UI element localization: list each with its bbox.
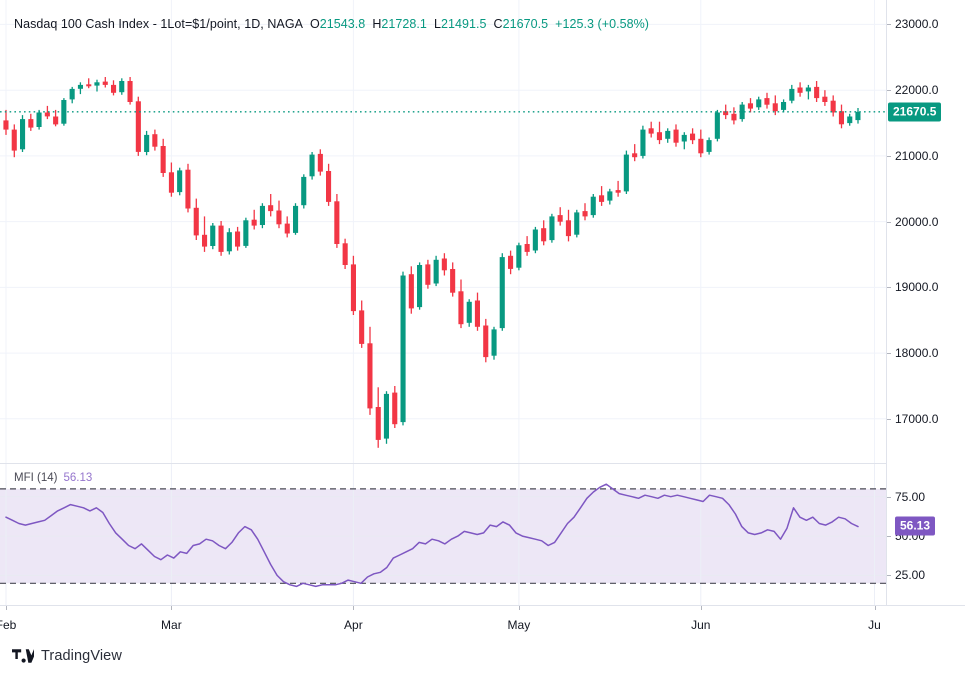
current-price-badge[interactable]: 21670.5	[888, 102, 942, 122]
mfi-axis-label: 25.00	[895, 568, 926, 583]
tradingview-wordmark: TradingView	[41, 648, 122, 664]
mfi-value-badge[interactable]: 56.13	[895, 516, 936, 536]
price-axis-label: 21000.0	[895, 148, 939, 163]
price-axis-label: 17000.0	[895, 411, 939, 426]
price-axis-tick	[887, 418, 891, 420]
symbol-title[interactable]: Nasdaq 100 Cash Index - 1Lot=$1/point, 1…	[14, 17, 303, 31]
price-axis-label: 23000.0	[895, 17, 939, 32]
mfi-series	[0, 464, 886, 605]
time-axis-tick	[518, 606, 520, 610]
chart-legend[interactable]: Nasdaq 100 Cash Index - 1Lot=$1/point, 1…	[14, 17, 649, 31]
open-value: 21543.8	[319, 17, 366, 31]
price-axis-label: 18000.0	[895, 346, 939, 361]
price-axis-tick	[887, 287, 891, 289]
time-axis-tick	[6, 606, 7, 610]
mfi-current-value: 56.13	[63, 472, 93, 484]
mfi-axis-tick	[887, 575, 891, 577]
price-axis-tick	[887, 221, 891, 223]
price-axis-tick	[887, 90, 891, 92]
mfi-legend[interactable]: MFI (14) 56.13	[14, 472, 92, 484]
high-value: 21728.1	[381, 17, 427, 31]
price-axis[interactable]: 23000.0 22000.0 21000.0 20000.0 19000.0 18000…	[886, 0, 965, 605]
close-value: 21670.5	[502, 17, 549, 31]
price-axis-tick	[887, 353, 891, 355]
price-axis-label: 20000.0	[895, 214, 939, 229]
mfi-pane[interactable]	[0, 464, 886, 605]
candlestick-series	[0, 0, 886, 463]
time-axis-tick	[353, 606, 355, 610]
price-axis-tick	[887, 155, 891, 157]
time-axis-label: May	[507, 618, 531, 632]
time-axis-label: Jun	[691, 618, 711, 632]
time-axis-label: Apr	[344, 618, 363, 632]
time-axis-tick	[874, 606, 876, 610]
pane-separator	[0, 463, 886, 464]
time-axis[interactable]: Feb Mar Apr May Jun Ju	[0, 605, 965, 639]
time-axis-tick	[700, 606, 702, 610]
price-change: +125.3 (+0.58%)	[555, 17, 649, 31]
high-label: H	[372, 17, 382, 31]
price-axis-tick	[887, 24, 891, 26]
mfi-axis-tick	[887, 536, 891, 538]
mfi-name: MFI (14)	[14, 472, 58, 484]
time-axis-tick	[171, 606, 173, 610]
price-axis-label: 19000.0	[895, 280, 939, 295]
time-axis-label: Ju	[868, 618, 881, 632]
time-axis-label: Mar	[161, 618, 182, 632]
price-axis-label: 22000.0	[895, 83, 939, 98]
tradingview-logo[interactable]: TradingView	[12, 648, 122, 664]
low-value: 21491.5	[440, 17, 487, 31]
mfi-axis-tick	[887, 496, 891, 498]
open-label: O	[309, 17, 320, 31]
close-label: C	[493, 17, 503, 31]
low-label: L	[433, 17, 441, 31]
mfi-axis-label: 75.00	[895, 489, 926, 504]
price-pane[interactable]	[0, 0, 886, 463]
time-axis-label: Feb	[0, 618, 17, 632]
tradingview-mark-icon	[12, 649, 34, 663]
